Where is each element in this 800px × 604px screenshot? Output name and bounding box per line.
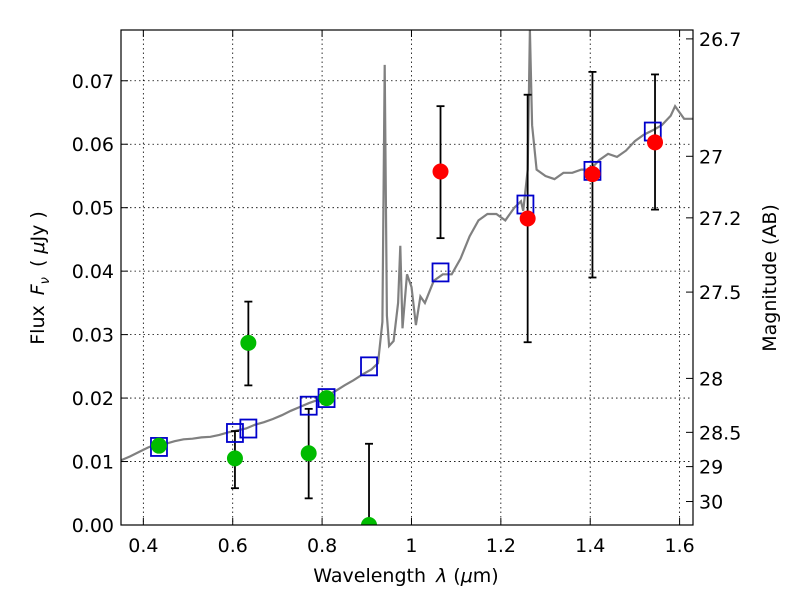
x-tick-label: 0.6 [218,535,248,557]
y-tick-label: 0.06 [72,134,114,156]
y-tick-label: 0.07 [72,71,114,93]
grid-lines [121,30,693,526]
x-tick-label: 1.2 [486,535,516,557]
y2-axis-ticks: 26.7 27 27.2 27.5 28 28.5 29 30 [686,29,741,514]
red-data-point [432,163,449,180]
y2-tick-label: 26.7 [699,29,741,51]
red-data-point [519,210,536,227]
y-tick-label: 0.03 [72,325,114,347]
y-tick-label: 0.01 [72,452,114,474]
y2-tick-label: 29 [699,457,723,479]
x-tick-label: 0.8 [307,535,337,557]
green-data-point [318,390,335,407]
red-data-point [584,166,601,183]
model-square-marker [239,418,258,439]
green-data-point [226,450,243,467]
green-data-point [300,445,317,462]
model-square-marker [431,262,450,283]
y2-tick-label: 28 [699,368,723,390]
model-square-marker [226,423,244,443]
y2-axis-label: Magnitude (AB) [759,204,781,352]
y2-tick-label: 28.5 [699,422,741,444]
x-axis-label: Wavelength λ (μm) [313,565,498,587]
x-tick-label: 1.6 [664,535,694,557]
x-axis-ticks: 0.4 0.6 0.8 1 1.2 1.4 1.6 [128,30,695,557]
model-square-marker [299,395,318,416]
plot-area [121,30,693,525]
red-data-point [647,134,664,151]
y-tick-label: 0.05 [72,198,114,220]
x-tick-label: 1.4 [575,535,605,557]
y-tick-label: 0.04 [72,261,114,283]
x-tick-label: 1 [405,535,417,557]
y-tick-label: 0.00 [72,515,114,537]
x-tick-label: 0.4 [128,535,158,557]
green-data-point [361,517,378,525]
y-tick-label: 0.02 [72,388,114,410]
y-axis-ticks: 0.00 0.01 0.02 0.03 0.04 0.05 0.06 0.07 [72,71,128,537]
plot-frame [120,29,694,526]
y2-tick-label: 27.5 [699,282,741,304]
green-data-point [240,334,257,351]
green-data-point [150,437,167,454]
model-square-marker [360,356,378,377]
observed-points [150,134,664,525]
y2-tick-label: 27.2 [699,208,741,230]
y2-tick-label: 30 [699,492,723,514]
y-axis-label: FluxFν(μJy) [27,211,53,345]
y2-tick-label: 27 [699,146,723,168]
